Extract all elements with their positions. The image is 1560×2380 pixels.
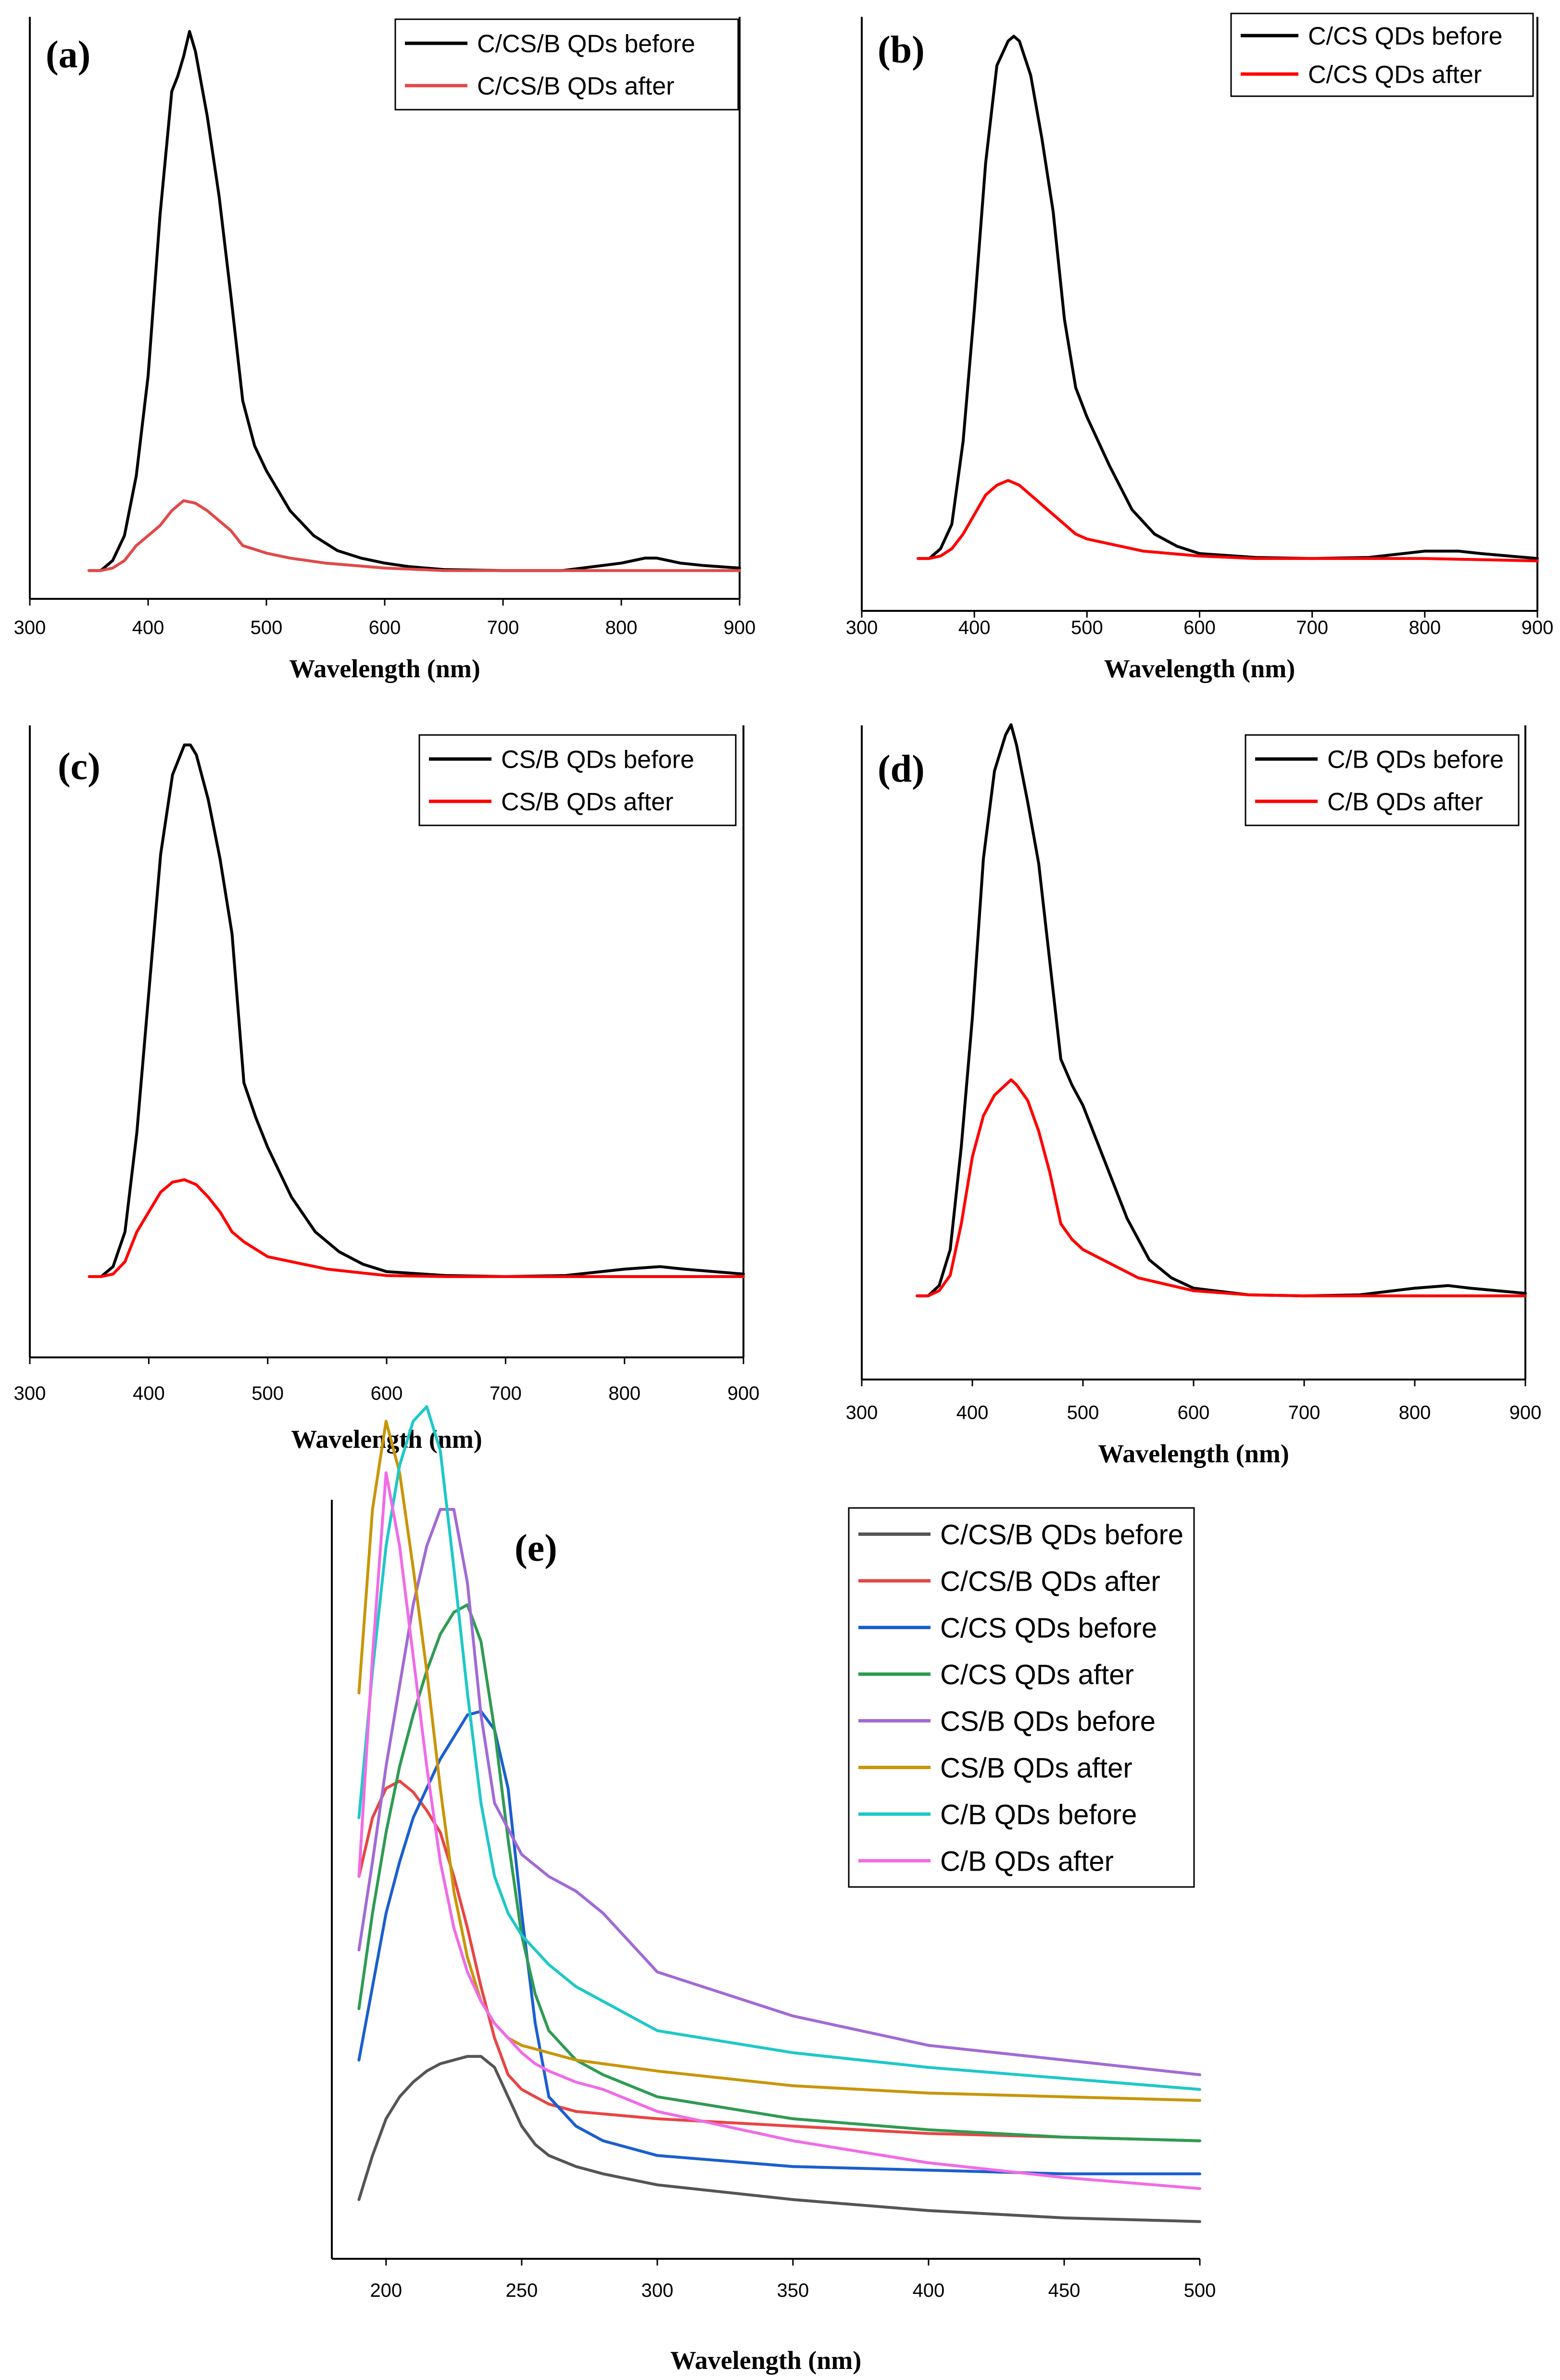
x-tick-label: 600: [1178, 1402, 1210, 1423]
x-tick-label: 400: [958, 617, 991, 638]
panel-label: (d): [878, 748, 925, 790]
x-axis-title: Wavelength (nm): [1098, 1439, 1289, 1468]
x-tick-label: 400: [133, 1383, 165, 1404]
legend-box: [418, 734, 737, 826]
series-line-c-cs-b-qds-after: [88, 499, 741, 572]
legend-entry-label: C/B QDs before: [940, 1799, 1137, 1830]
x-tick-label: 700: [487, 617, 519, 638]
x-tick-label: 250: [505, 2280, 538, 2301]
x-tick-label: 800: [605, 617, 638, 638]
x-axis-title: Wavelength (nm): [1104, 654, 1296, 683]
x-tick-label: 900: [1522, 617, 1554, 638]
legend-entry-label: C/B QDs after: [940, 1846, 1114, 1877]
series-line-c-cs-b-qds-before: [88, 30, 741, 572]
x-tick-label: 800: [1409, 617, 1441, 638]
legend-box: [1230, 13, 1534, 97]
x-tick-label: 800: [1399, 1402, 1431, 1423]
x-tick-label: 700: [1288, 1402, 1321, 1423]
x-axis-title: Wavelength (nm): [289, 654, 480, 683]
x-tick-label: 900: [724, 617, 756, 638]
legend-entry-label: C/CS/B QDs before: [940, 1519, 1183, 1550]
series-line-c-cs-qds-after: [357, 1603, 1201, 2142]
x-tick-label: 600: [369, 617, 401, 638]
series-line-c-cs-qds-after: [917, 479, 1539, 563]
chart-panel-0: 300 400 500 600 700 800 900 Wavelength (nm) (a) C…: [14, 17, 756, 683]
series-line-cs-b-qds-after: [88, 1178, 745, 1278]
series-line-c-b-qds-after: [916, 1078, 1527, 1298]
legend-entry-label: CS/B QDs before: [940, 1706, 1156, 1737]
x-tick-label: 900: [728, 1383, 760, 1404]
legend-entry-label: C/CS QDs before: [1308, 23, 1503, 51]
x-axis-title: Wavelength (nm): [291, 1425, 482, 1454]
legend-box: [1245, 734, 1520, 826]
x-tick-label: 300: [642, 2280, 674, 2301]
legend: CS/B QDs before CS/B QDs after: [418, 734, 737, 826]
legend-box: [848, 1507, 1195, 1888]
x-tick-label: 400: [132, 617, 164, 638]
series-line-cs-b-qds-before: [357, 1508, 1201, 2076]
legend-entry-label: CS/B QDs before: [501, 746, 694, 774]
x-tick-label: 300: [14, 617, 46, 638]
series-line-c-b-qds-after: [357, 1471, 1201, 2190]
legend-entry-label: C/CS QDs after: [1308, 61, 1482, 89]
chart-panel-3: 300 400 500 600 700 800 900 Wavelength (nm) (d) C…: [846, 723, 1542, 1468]
x-tick-label: 350: [777, 2280, 809, 2301]
legend-entry-label: C/CS/B QDs before: [477, 30, 695, 58]
chart-panel-2: 300 400 500 600 700 800 900 Wavelength (nm) (c) C…: [14, 725, 760, 1454]
x-tick-label: 500: [252, 1383, 284, 1404]
x-tick-label: 600: [1183, 617, 1216, 638]
legend-entry-label: CS/B QDs after: [940, 1752, 1132, 1784]
x-tick-label: 450: [1048, 2280, 1081, 2301]
legend-entry-label: C/B QDs after: [1327, 788, 1483, 816]
x-tick-label: 700: [1296, 617, 1328, 638]
x-tick-label: 300: [846, 1402, 878, 1423]
series-line-c-cs-qds-before: [357, 1709, 1201, 2176]
legend-entry-label: C/CS/B QDs after: [477, 73, 674, 101]
legend-box: [394, 18, 739, 111]
x-tick-label: 500: [251, 617, 283, 638]
series-line-c-cs-b-qds-before: [357, 2055, 1201, 2223]
legend-entry-label: CS/B QDs after: [501, 788, 673, 816]
legend-entry-label: C/CS QDs after: [940, 1659, 1134, 1690]
legend: C/B QDs before C/B QDs after: [1245, 734, 1520, 826]
x-tick-label: 500: [1071, 617, 1103, 638]
x-tick-label: 300: [846, 617, 878, 638]
chart-panel-1: 300 400 500 600 700 800 900 Wavelength (nm) (b) C…: [846, 13, 1554, 683]
x-tick-label: 400: [913, 2280, 945, 2301]
x-tick-label: 700: [490, 1383, 522, 1404]
x-tick-label: 400: [956, 1402, 989, 1423]
legend: C/CS/B QDs before C/CS/B QDs after: [394, 18, 739, 111]
panel-label: (b): [878, 29, 925, 71]
panel-label: (c): [58, 746, 101, 788]
legend: C/CS QDs before C/CS QDs after: [1230, 13, 1534, 97]
x-tick-label: 600: [371, 1383, 403, 1404]
x-tick-label: 200: [370, 2280, 402, 2301]
x-tick-label: 800: [608, 1383, 641, 1404]
x-tick-label: 500: [1184, 2280, 1216, 2301]
chart-panel-4: 200 250 300 350 400 450 500 Wavelength (nm) (e) C…: [331, 1405, 1216, 2375]
x-tick-label: 300: [14, 1383, 46, 1404]
series-line-c-b-qds-before: [357, 1405, 1201, 2091]
legend-entry-label: C/CS/B QDs after: [940, 1566, 1160, 1597]
legend-entry-label: C/B QDs before: [1327, 746, 1504, 774]
x-tick-label: 500: [1067, 1402, 1099, 1423]
panel-label: (a): [46, 34, 90, 76]
legend-entry-label: C/CS QDs before: [940, 1612, 1157, 1644]
x-axis-title: Wavelength (nm): [670, 2346, 862, 2375]
x-tick-label: 900: [1510, 1402, 1542, 1423]
legend: C/CS/B QDs before C/CS/B QDs after C/CS QD…: [848, 1507, 1195, 1888]
panel-label: (e): [515, 1527, 557, 1570]
series-line-c-cs-b-qds-after: [357, 1779, 1201, 2142]
